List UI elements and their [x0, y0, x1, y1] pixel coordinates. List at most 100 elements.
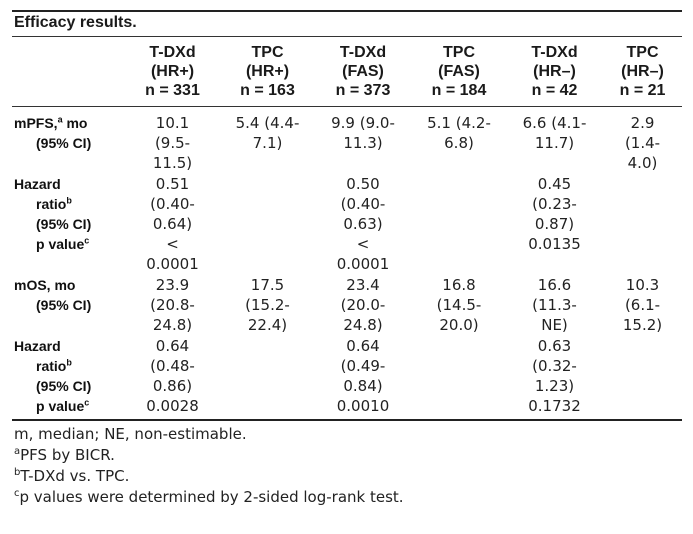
table-cell: [221, 335, 314, 419]
cell-line: 0.0010: [336, 397, 390, 415]
cell-line: 17.5: [250, 276, 285, 294]
cell-line: (0.49-: [340, 357, 386, 375]
table-cell: 0.50 (0.40- 0.63) <0.0001: [314, 173, 412, 274]
table-cell: 5.4 (4.4- 7.1): [221, 107, 314, 173]
cell-line: 11.5): [152, 154, 193, 172]
cell-line: 23.9: [155, 276, 190, 294]
table-cell: 10.3 (6.1- 15.2): [603, 274, 682, 335]
row-label-mpfs: mPFS,a mo (95% CI): [14, 114, 92, 151]
cell-line: 0.64): [152, 215, 193, 233]
cell-line: 16.6: [537, 276, 572, 294]
bottom-rule: [12, 419, 682, 421]
cell-line: 16.8: [442, 276, 476, 294]
cell-line: 15.2): [622, 316, 663, 334]
col-header: TPC (HR+) n = 163: [240, 44, 295, 99]
table-cell: 0.64 (0.49- 0.84) 0.0010: [314, 335, 412, 419]
cell-line: 6.8): [444, 134, 474, 152]
cell-line: 7.1): [252, 134, 283, 152]
cell-line: (6.1-: [624, 296, 661, 314]
cell-line: 9.9 (9.0-: [331, 114, 395, 132]
footnote: bT-DXd vs. TPC.: [14, 467, 130, 485]
cell-line: 0.0135: [528, 235, 581, 253]
cell-line: 0.50: [346, 175, 380, 193]
cell-line: 10.3: [625, 276, 660, 294]
table-title: Efficacy results.: [14, 14, 137, 31]
cell-line: 24.8): [152, 316, 193, 334]
cell-line: 0.0001: [146, 255, 199, 273]
cell-line: 24.8): [343, 316, 383, 334]
cell-line: 5.4 (4.4-: [235, 114, 300, 132]
footnote: cp values were determined by 2-sided log…: [14, 488, 404, 506]
table-cell: 2.9 (1.4- 4.0): [603, 107, 682, 173]
cell-line: (11.3-: [532, 296, 577, 314]
cell-line: 0.84): [343, 377, 383, 395]
header-row: T-DXd (HR+) n = 331 TPC (HR+) n = 163 T-DXd(…: [12, 37, 682, 106]
col-header: T-DXd (FAS) n = 373: [335, 44, 391, 99]
title-rule: [12, 36, 682, 37]
cell-line: (15.2-: [245, 296, 290, 314]
cell-line: 0.0028: [146, 397, 199, 415]
cell-line: NE): [541, 316, 568, 334]
cell-line: (0.32-: [532, 357, 577, 375]
table-cell: [603, 335, 682, 419]
cell-line: (9.5-: [154, 134, 191, 152]
table-cell: 23.9 (20.8- 24.8): [124, 274, 221, 335]
table-cell: 16.8 (14.5- 20.0): [412, 274, 506, 335]
cell-line: (1.4-: [624, 134, 661, 152]
cell-line: <: [166, 235, 179, 253]
table-row: Hazard ratiob (95% CI) p valuec 0.64 (0.4…: [12, 335, 682, 419]
table-cell: 10.1 (9.5- 11.5): [124, 107, 221, 173]
cell-line: 23.4: [346, 276, 380, 294]
table-cell: [603, 173, 682, 274]
table-cell: 17.5 (15.2- 22.4): [221, 274, 314, 335]
cell-line: (0.48-: [150, 357, 195, 375]
cell-line: 22.4): [247, 316, 288, 334]
cell-line: 0.87): [534, 215, 575, 233]
row-label-mos: mOS, mo (95% CI): [14, 277, 92, 313]
cell-line: 0.64: [155, 337, 190, 355]
cell-line: 0.1732: [528, 397, 581, 415]
footnote: m, median; NE, non-estimable.: [14, 425, 247, 443]
table-row: mOS, mo (95% CI) 23.9 (20.8- 24.8) 17.5 (15…: [12, 274, 682, 335]
cell-line: 0.45: [537, 175, 572, 193]
cell-line: 6.6 (4.1-: [522, 114, 587, 132]
cell-line: 20.0): [439, 316, 479, 334]
cell-line: 0.64: [346, 337, 380, 355]
table-cell: 5.1 (4.2- 6.8): [412, 107, 506, 173]
table-row: Hazard ratiob (95% CI) p valuec 0.51 (0.4…: [12, 173, 682, 274]
col-header: T-DXd (HR–) n = 42: [531, 44, 578, 99]
cell-line: 0.51: [155, 175, 190, 193]
efficacy-table: T-DXd (HR+) n = 331 TPC (HR+) n = 163 T-DXd(…: [12, 37, 682, 419]
cell-line: 0.86): [152, 377, 193, 395]
cell-line: 4.0): [627, 154, 658, 172]
cell-line: 11.7): [534, 134, 575, 152]
col-header: TPC (FAS) n = 184: [431, 44, 487, 99]
table-cell: [412, 173, 506, 274]
top-rule: [12, 10, 682, 12]
table-cell: 16.6 (11.3- NE): [506, 274, 603, 335]
table-cell: 23.4 (20.0- 24.8): [314, 274, 412, 335]
col-header: T-DXd (HR+) n = 331: [145, 44, 200, 99]
cell-line: 10.1: [155, 114, 190, 132]
efficacy-table-figure: Efficacy results. T-DXd (HR+) n = 331 TPC(…: [12, 10, 682, 508]
table-cell: 9.9 (9.0- 11.3): [314, 107, 412, 173]
table-cell: 6.6 (4.1- 11.7): [506, 107, 603, 173]
cell-line: 0.63): [343, 215, 383, 233]
table-cell: 0.63 (0.32- 1.23) 0.1732: [506, 335, 603, 419]
cell-line: (0.23-: [532, 195, 577, 213]
cell-line: 1.23): [534, 377, 575, 395]
table-cell: [412, 335, 506, 419]
cell-line: <: [356, 235, 370, 253]
table-cell: 0.51 (0.40- 0.64) <0.0001: [124, 173, 221, 274]
footnotes: m, median; NE, non-estimable. aPFS by BI…: [12, 421, 682, 508]
footnote: aPFS by BICR.: [14, 446, 115, 464]
row-label-hazard-pfs: Hazard ratiob (95% CI) p valuec: [14, 176, 92, 252]
cell-line: (0.40-: [340, 195, 386, 213]
table-cell: 0.64 (0.48- 0.86) 0.0028: [124, 335, 221, 419]
cell-line: 11.3): [343, 134, 383, 152]
header-rule: [12, 106, 682, 107]
row-label-hazard-os: Hazard ratiob (95% CI) p valuec: [14, 338, 92, 414]
cell-line: 0.63: [537, 337, 572, 355]
cell-line: (14.5-: [436, 296, 482, 314]
header-label-cell: [12, 37, 124, 106]
